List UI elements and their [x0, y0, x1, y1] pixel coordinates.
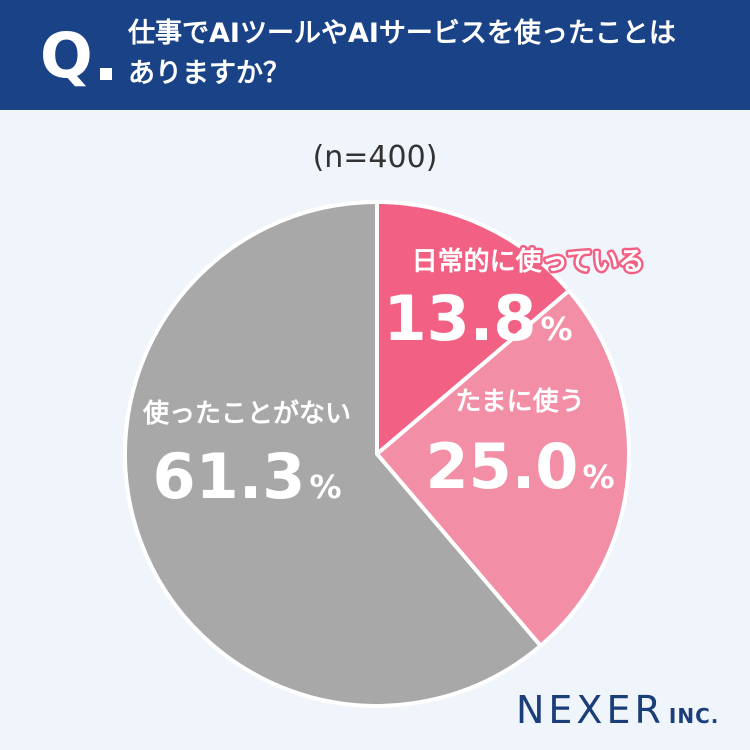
- sample-size: (n=400): [312, 140, 438, 175]
- slice-sometimes-value: 25.0%: [425, 430, 614, 503]
- question-header: Q 仕事でAIツールやAIサービスを使ったことは ありますか？: [0, 0, 750, 110]
- q-dot: [100, 68, 112, 80]
- question-line-2: ありますか？: [128, 58, 290, 89]
- question-line-1: 仕事でAIツールやAIサービスを使ったことは: [128, 18, 676, 49]
- slice-sometimes-label: たまに使う: [455, 387, 584, 417]
- slice-daily: [375, 200, 571, 456]
- question-text: 仕事でAIツールやAIサービスを使ったことは ありますか？: [128, 14, 728, 94]
- q-mark: Q: [40, 19, 93, 92]
- brand-name: NEXER: [516, 688, 665, 732]
- slice-daily-value: 13.8%: [383, 282, 572, 355]
- slice-never-value: 61.3%: [152, 440, 341, 513]
- slice-daily-label: 日常的に使っている: [412, 246, 645, 277]
- slice-never: [123, 200, 543, 708]
- slice-never-label: 使ったことがない: [142, 398, 351, 429]
- slice-sometimes: [375, 288, 631, 648]
- brand-suffix: INC.: [668, 704, 720, 728]
- brand-logo: NEXER INC.: [516, 688, 719, 732]
